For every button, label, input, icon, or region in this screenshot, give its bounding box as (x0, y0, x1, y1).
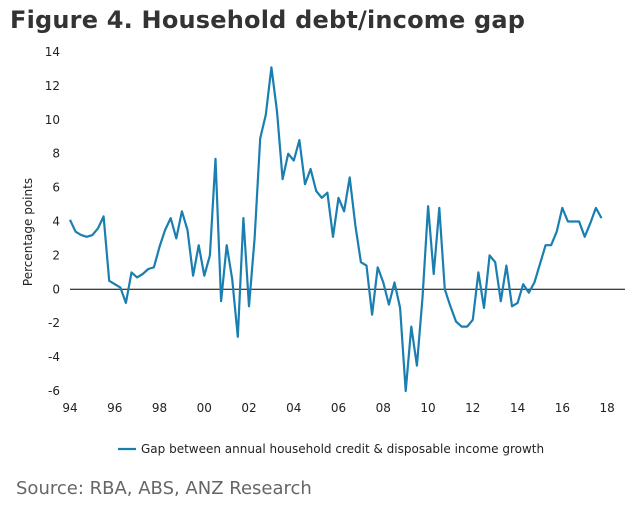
y-tick-label: -2 (48, 316, 60, 330)
x-tick-label: 18 (599, 401, 614, 415)
y-tick-label: 8 (52, 147, 60, 161)
y-tick-label: 0 (52, 282, 60, 296)
x-tick-label: 04 (286, 401, 301, 415)
y-tick-label: 10 (45, 113, 60, 127)
x-tick-label: 98 (152, 401, 167, 415)
y-axis-ticks: -6 -4 -2 0 2 4 6 8 10 12 14 (45, 45, 60, 398)
x-axis-ticks: 94 96 98 00 02 04 06 08 10 12 14 16 18 (62, 401, 614, 415)
y-tick-label: 12 (45, 79, 60, 93)
legend: Gap between annual household credit & di… (118, 442, 544, 456)
x-tick-label: 12 (465, 401, 480, 415)
x-tick-label: 94 (62, 401, 77, 415)
x-tick-label: 08 (376, 401, 391, 415)
y-tick-label: -4 (48, 350, 60, 364)
series-layer (69, 66, 603, 393)
y-tick-label: -6 (48, 384, 60, 398)
x-tick-label: 06 (331, 401, 346, 415)
series-line (69, 66, 603, 393)
y-tick-label: 4 (52, 215, 60, 229)
y-tick-label: 14 (45, 45, 60, 59)
y-tick-label: 2 (52, 248, 60, 262)
source-note: Source: RBA, ABS, ANZ Research (16, 478, 312, 499)
y-axis-title: Percentage points (21, 178, 35, 286)
x-tick-label: 96 (107, 401, 122, 415)
x-tick-label: 10 (420, 401, 435, 415)
x-tick-label: 16 (555, 401, 570, 415)
y-tick-label: 6 (52, 181, 60, 195)
x-tick-label: 02 (241, 401, 256, 415)
x-tick-label: 00 (197, 401, 212, 415)
figure-title: Figure 4. Household debt/income gap (10, 6, 526, 34)
x-tick-label: 14 (510, 401, 525, 415)
legend-label: Gap between annual household credit & di… (141, 442, 544, 456)
